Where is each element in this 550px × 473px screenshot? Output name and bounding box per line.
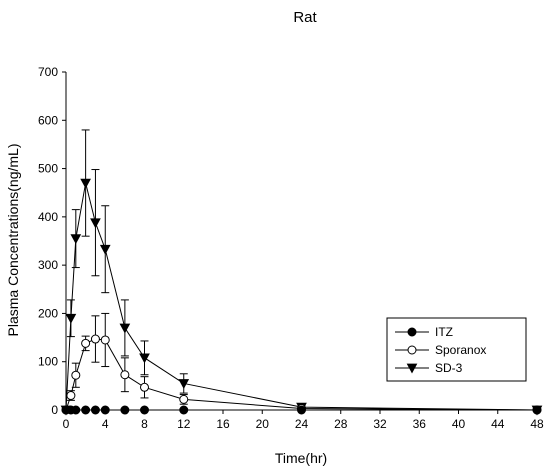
sporanox-point <box>71 370 81 380</box>
y-tick-label: 600 <box>38 113 58 127</box>
x-tick-label: 16 <box>216 417 230 431</box>
x-tick-label: 0 <box>63 417 70 431</box>
sd-3-point <box>80 178 91 189</box>
sporanox-point <box>100 335 110 345</box>
chart-title: Rat <box>293 9 317 26</box>
x-tick-label: 44 <box>491 417 505 431</box>
x-tick-label: 20 <box>256 417 270 431</box>
itz-point <box>90 405 100 415</box>
itz-point <box>297 405 306 415</box>
x-tick-label: 4 <box>102 417 109 431</box>
sd-3-point <box>70 234 82 245</box>
x-tick-label: 28 <box>334 417 348 431</box>
sd-3-point <box>90 218 101 229</box>
sd-3-point <box>99 244 111 255</box>
y-tick-label: 200 <box>38 306 58 320</box>
x-tick-label: 8 <box>141 417 148 431</box>
itz-point <box>179 405 189 415</box>
itz-point <box>71 405 81 415</box>
y-tick-label: 100 <box>38 355 58 369</box>
itz-point <box>81 405 91 415</box>
y-tick-label: 300 <box>38 258 58 272</box>
sporanox-point <box>90 334 100 344</box>
sd-3-point <box>65 313 77 324</box>
x-tick-label: 48 <box>530 417 544 431</box>
legend-marker-itz <box>407 327 417 337</box>
legend-label-itz: ITZ <box>435 325 453 339</box>
sd-3-point <box>178 379 190 389</box>
itz-point <box>100 405 110 415</box>
itz-point <box>532 405 542 415</box>
y-tick-label: 0 <box>51 403 58 417</box>
plot-area <box>60 129 543 416</box>
y-tick-label: 400 <box>38 210 58 224</box>
sporanox-point <box>66 391 76 401</box>
itz-point <box>140 405 149 415</box>
y-tick-label: 700 <box>38 65 58 79</box>
itz-point <box>120 405 130 415</box>
x-tick-label: 36 <box>413 417 427 431</box>
sporanox-point <box>140 382 149 392</box>
y-axis-label: Plasma Concentrations(ng/mL) <box>5 144 21 337</box>
legend: ITZ Sporanox SD-3 <box>386 317 527 382</box>
sporanox-point <box>120 370 130 380</box>
sd-3-point <box>139 353 150 364</box>
y-tick-label: 500 <box>38 162 58 176</box>
x-tick-label: 40 <box>452 417 466 431</box>
sporanox-point <box>179 394 189 404</box>
x-tick-label: 32 <box>373 417 387 431</box>
x-tick-label: 12 <box>177 417 191 431</box>
sd-3-point <box>119 323 131 334</box>
x-axis-label: Time(hr) <box>275 450 327 466</box>
legend-label-sd-3: SD-3 <box>435 361 463 375</box>
x-tick-label: 24 <box>295 417 309 431</box>
legend-marker-sporanox <box>407 345 417 355</box>
legend-label-sporanox: Sporanox <box>435 343 486 357</box>
sporanox-point <box>81 338 91 348</box>
legend-marker-sd-3 <box>406 363 418 374</box>
